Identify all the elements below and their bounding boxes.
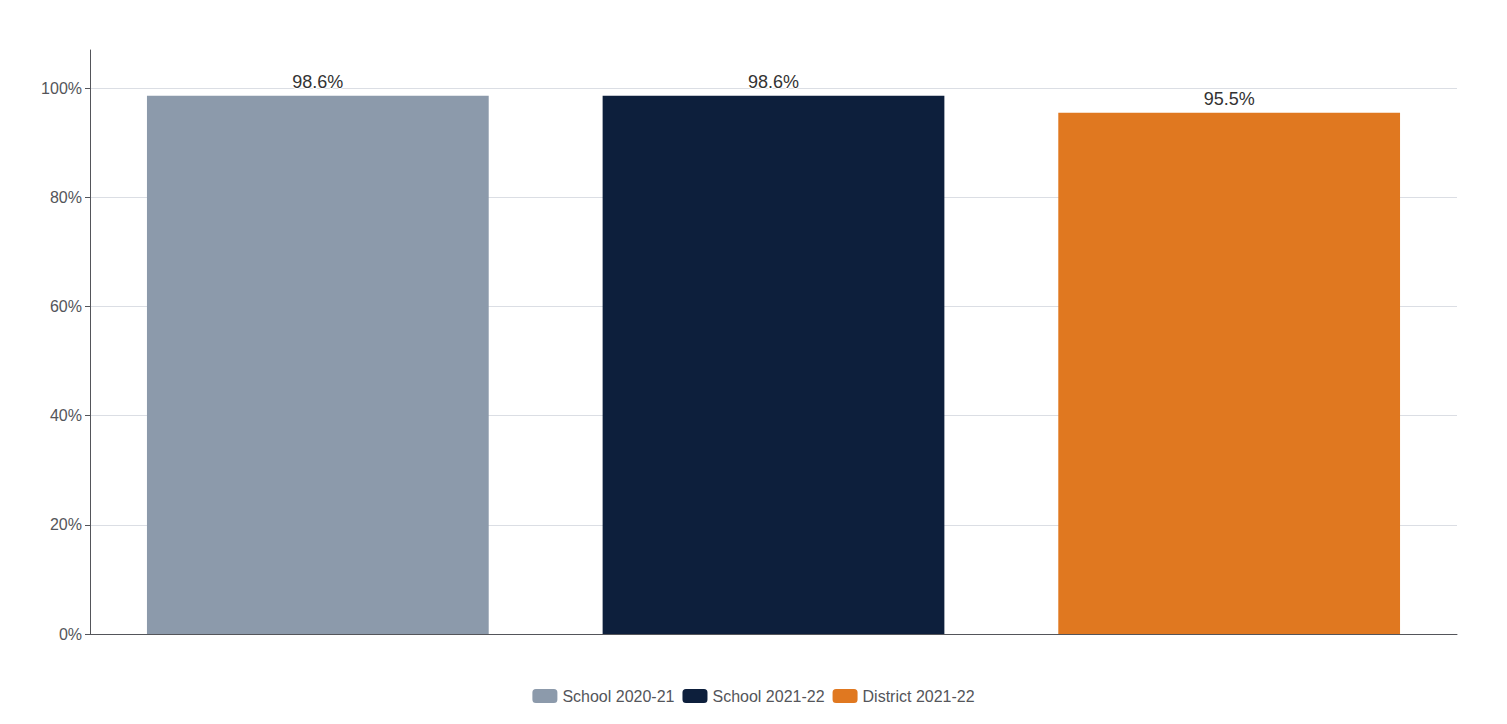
svg-text:District 2021-22: District 2021-22	[863, 688, 975, 705]
svg-text:95.5%: 95.5%	[1204, 89, 1255, 109]
svg-text:100%: 100%	[41, 80, 82, 97]
svg-text:98.6%: 98.6%	[748, 72, 799, 92]
svg-text:School 2020-21: School 2020-21	[562, 688, 674, 705]
svg-text:20%: 20%	[50, 516, 82, 533]
svg-text:60%: 60%	[50, 298, 82, 315]
svg-text:0%: 0%	[59, 626, 82, 643]
svg-text:40%: 40%	[50, 407, 82, 424]
svg-text:98.6%: 98.6%	[292, 72, 343, 92]
svg-text:80%: 80%	[50, 189, 82, 206]
svg-text:School 2021-22: School 2021-22	[712, 688, 824, 705]
